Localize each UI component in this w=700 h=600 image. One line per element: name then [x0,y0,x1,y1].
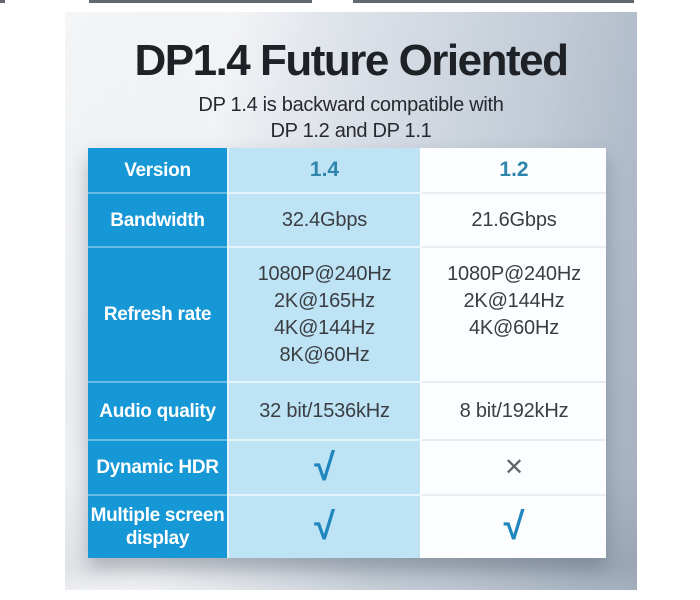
dp12-version-value: 1.2 [499,158,529,181]
refresh-rate-line: 4K@144Hz [274,317,375,339]
refresh-rate-line: 1080P@240Hz [447,263,581,285]
table-row-version: Version 1.4 1.2 [88,148,606,194]
refresh-rate-line: 2K@165Hz [274,290,375,312]
subtitle: DP 1.4 is backward compatible with DP 1.2… [65,92,637,144]
dp14-bandwidth-value: 32.4Gbps [281,208,368,231]
row-label: Audio quality [88,383,227,441]
dp14-refresh-rates: 1080P@240Hz 2K@165Hz 4K@144Hz 8K@60Hz [227,248,420,383]
refresh-rate-line: 2K@144Hz [463,290,565,312]
row-label: Dynamic HDR [88,441,227,496]
dp14-audio-value: 32 bit/1536kHz [259,399,390,422]
table-row-bandwidth: Bandwidth 32.4Gbps 21.6Gbps [88,194,606,248]
subtitle-line-1: DP 1.4 is backward compatible with [198,94,504,116]
dp12-bandwidth-value: 21.6Gbps [471,208,557,231]
top-border-fragment [353,0,634,3]
refresh-rate-line: 4K@60Hz [468,317,560,339]
row-label-line: Multiple screen [90,505,225,526]
refresh-rate-line: 8K@60Hz [279,344,370,366]
top-border-fragment [89,0,312,3]
subtitle-line-2: DP 1.2 and DP 1.1 [270,120,432,142]
dp12-audio-value: 8 bit/192kHz [459,399,569,422]
check-icon: √ [314,506,335,548]
cross-icon: ✕ [503,453,525,481]
table-row-multiple-screen-display: Multiple screen display √ √ [88,496,606,558]
row-label-line: display [125,528,190,549]
content-area: DP1.4 Future Oriented DP 1.4 is backward… [65,12,637,590]
row-label: Multiple screen display [88,496,227,558]
table-row-refresh-rate: Refresh rate 1080P@240Hz 2K@165Hz 4K@144… [88,248,606,383]
dp12-refresh-rates: 1080P@240Hz 2K@144Hz 4K@60Hz [420,248,606,383]
comparison-table: Version 1.4 1.2 Bandwidth 32.4Gbps 21.6G… [88,148,606,558]
refresh-rate-line: 1080P@240Hz [257,263,392,285]
check-icon: √ [503,506,525,548]
table-row-dynamic-hdr: Dynamic HDR √ ✕ [88,441,606,496]
table-row-audio-quality: Audio quality 32 bit/1536kHz 8 bit/192kH… [88,383,606,441]
check-icon: √ [314,446,335,489]
page-title: DP1.4 Future Oriented [134,36,569,85]
row-label: Bandwidth [88,194,227,248]
row-label: Refresh rate [88,248,227,383]
top-border-fragment [0,0,5,3]
dp14-version-value: 1.4 [309,158,340,181]
row-label: Version [88,148,227,194]
